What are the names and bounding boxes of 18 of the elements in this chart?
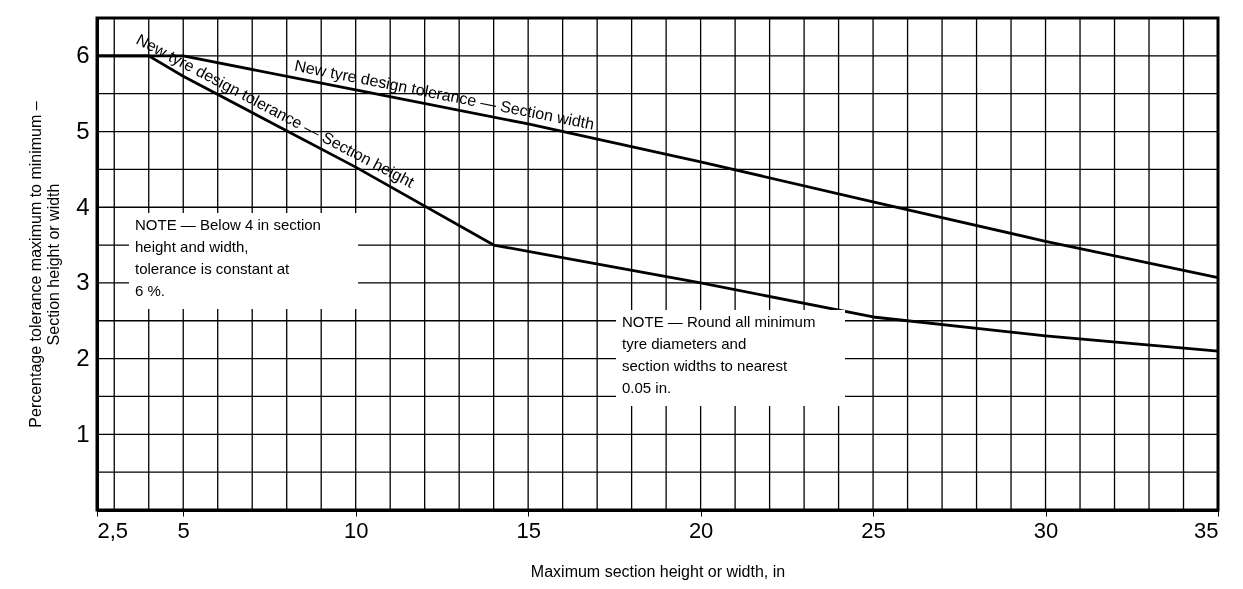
y-tick-label: 4: [76, 192, 90, 220]
x-tick-label: 15: [516, 517, 541, 543]
x-tick-label: 25: [861, 517, 886, 543]
x-axis-title: Maximum section height or width, in: [530, 562, 786, 580]
annotation: NOTE — Below 4 in section height and width, tolerance is constant at 6 %.: [135, 216, 321, 299]
y-tick-label: 5: [76, 117, 90, 145]
y-tick-label: 2: [76, 344, 90, 372]
x-tick-label: 5: [177, 517, 190, 543]
y-tick-label: 1: [76, 419, 90, 447]
x-tick-label: 30: [1033, 517, 1059, 543]
y-axis-title: Percentage tolerance maximum to minimum – Section height or width: [27, 101, 63, 428]
annotation: NOTE — Round all minimum tyre diameters and section widths to nearest 0.05 in.: [622, 313, 816, 396]
x-tick-label: 35: [1194, 517, 1219, 543]
x-tick-label: 2,5: [97, 517, 129, 543]
x-tick-label: 20: [688, 517, 714, 543]
y-tick-label: 3: [76, 268, 90, 296]
y-tick-label: 6: [76, 41, 90, 69]
x-tick-label: 10: [343, 517, 369, 543]
